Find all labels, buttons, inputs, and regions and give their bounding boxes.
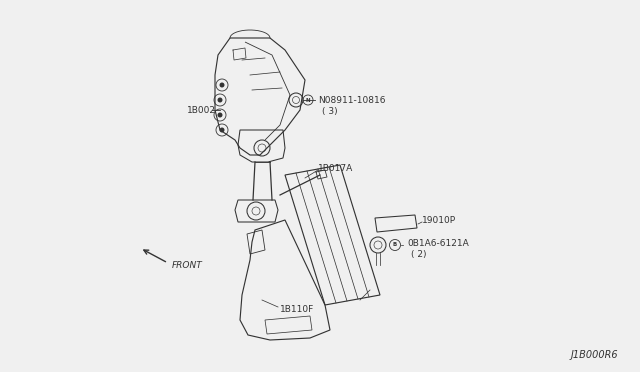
Text: 0B1A6-6121A: 0B1A6-6121A (407, 238, 468, 247)
Text: N: N (306, 97, 310, 103)
Circle shape (218, 97, 223, 103)
Text: N08911-10816: N08911-10816 (318, 96, 385, 105)
Text: B: B (393, 243, 397, 247)
Circle shape (218, 112, 223, 118)
Text: ( 3): ( 3) (322, 106, 338, 115)
Text: J1B000R6: J1B000R6 (570, 350, 618, 360)
Text: 1B110F: 1B110F (280, 305, 314, 314)
Text: 1B002: 1B002 (187, 106, 216, 115)
Circle shape (220, 83, 225, 87)
Text: 1B017A: 1B017A (318, 164, 353, 173)
Text: FRONT: FRONT (172, 260, 203, 269)
Text: ( 2): ( 2) (411, 250, 426, 259)
Circle shape (220, 128, 225, 132)
Text: 19010P: 19010P (422, 215, 456, 224)
